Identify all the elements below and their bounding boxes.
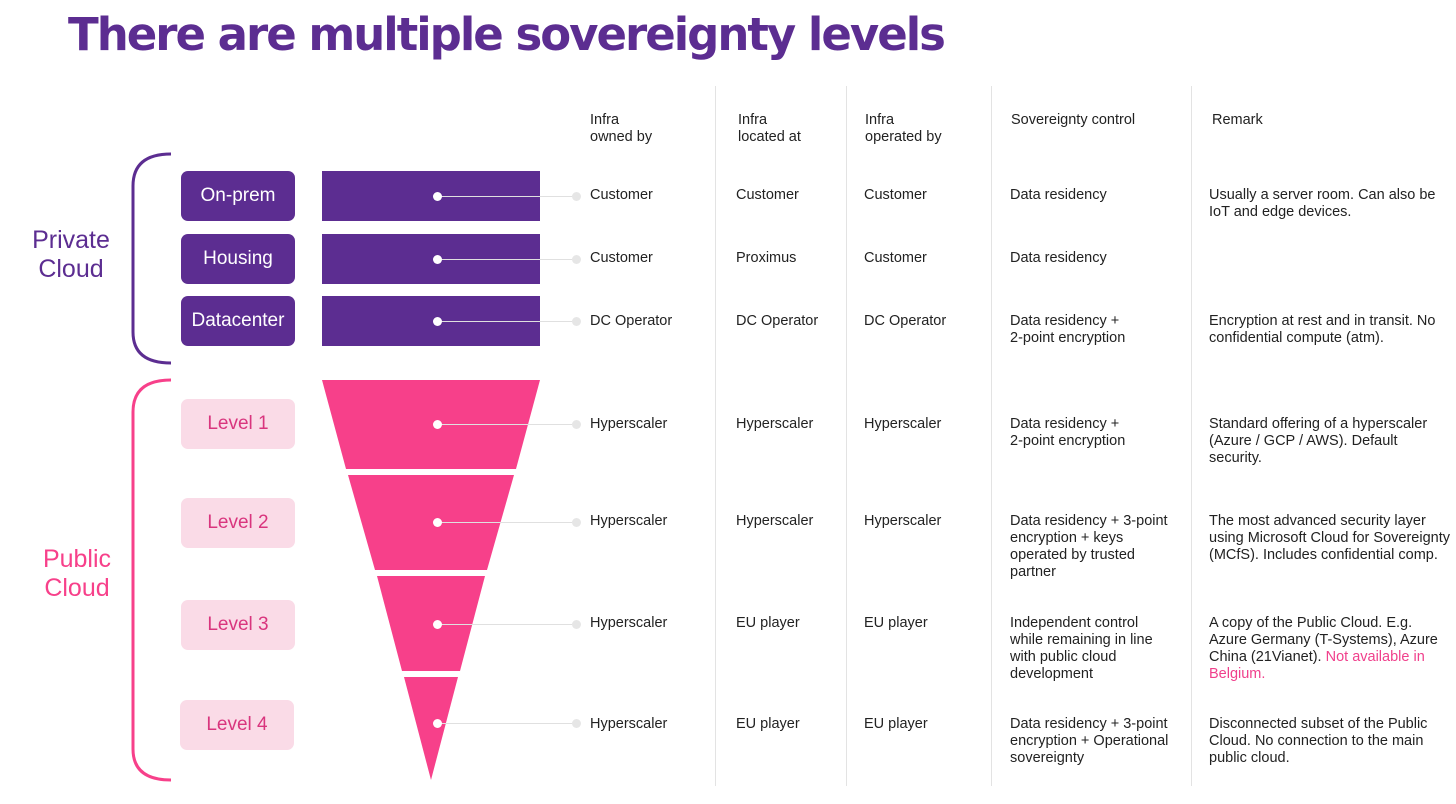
cell-remark: Disconnected subset of the Public Cloud.… bbox=[1209, 716, 1453, 767]
cell-remark: Standard offering of a hyperscaler (Azur… bbox=[1209, 416, 1453, 467]
cell-sovereignty-control: Data residency + 3-point encryption + Op… bbox=[1010, 716, 1169, 766]
remark-text: The most advanced security layer using M… bbox=[1209, 513, 1450, 563]
funnel-level-3 bbox=[377, 576, 485, 671]
header-remark: Remark bbox=[1212, 112, 1263, 128]
level-button-level-2[interactable]: Level 2 bbox=[181, 498, 295, 548]
connector-end-dot bbox=[572, 518, 581, 527]
remark-text: Disconnected subset of the Public Cloud.… bbox=[1209, 716, 1428, 766]
level-button-level-3[interactable]: Level 3 bbox=[181, 600, 295, 650]
cell-sovereignty-control: Data residency bbox=[1010, 250, 1107, 266]
cell-owned-by: Hyperscaler bbox=[590, 416, 668, 432]
cell-located-at: Hyperscaler bbox=[736, 513, 814, 529]
cell-sovereignty-control: Data residency + 2-point encryption bbox=[1010, 313, 1126, 346]
connector-dot bbox=[433, 192, 442, 201]
public-cloud-bracket bbox=[131, 378, 172, 782]
cell-remark: The most advanced security layer using M… bbox=[1209, 513, 1453, 564]
column-divider bbox=[715, 86, 716, 786]
cell-owned-by: Hyperscaler bbox=[590, 716, 668, 732]
row-connector bbox=[437, 723, 576, 724]
connector-dot bbox=[433, 620, 442, 629]
cell-owned-by: Hyperscaler bbox=[590, 615, 668, 631]
cell-sovereignty-control: Data residency bbox=[1010, 187, 1107, 203]
cell-located-at: EU player bbox=[736, 716, 800, 732]
remark-text: Usually a server room. Can also be IoT a… bbox=[1209, 187, 1436, 220]
connector-dot bbox=[433, 719, 442, 728]
column-divider bbox=[1191, 86, 1192, 786]
cell-operated-by: Hyperscaler bbox=[864, 513, 942, 529]
cell-located-at: DC Operator bbox=[736, 313, 819, 329]
connector-dot bbox=[433, 518, 442, 527]
private-cloud-bracket bbox=[131, 152, 172, 365]
header-located-at: Infra located at bbox=[738, 112, 801, 145]
connector-end-dot bbox=[572, 192, 581, 201]
cell-operated-by: Customer bbox=[864, 250, 927, 266]
cell-operated-by: DC Operator bbox=[864, 313, 947, 329]
column-divider bbox=[846, 86, 847, 786]
cell-sovereignty-control: Data residency + 3-point encryption + ke… bbox=[1010, 513, 1168, 580]
level-button-level-1[interactable]: Level 1 bbox=[181, 399, 295, 449]
level-button-level-4[interactable]: Level 4 bbox=[180, 700, 294, 750]
header-owned-by: Infra owned by bbox=[590, 112, 653, 145]
connector-dot bbox=[433, 420, 442, 429]
cell-owned-by: DC Operator bbox=[590, 313, 673, 329]
row-connector bbox=[437, 259, 576, 260]
cell-sovereignty-control: Independent control while remaining in l… bbox=[1010, 615, 1153, 682]
remark-text: A copy of the Public Cloud. E.g. Azure G… bbox=[1209, 615, 1438, 665]
header-sovereignty-control: Sovereignty control bbox=[1011, 112, 1136, 128]
cell-located-at: Proximus bbox=[736, 250, 797, 266]
public-cloud-label: Public Cloud bbox=[42, 545, 112, 602]
cell-located-at: EU player bbox=[736, 615, 800, 631]
level-button-housing[interactable]: Housing bbox=[181, 234, 295, 284]
row-connector bbox=[437, 424, 576, 425]
cell-owned-by: Customer bbox=[590, 250, 653, 266]
row-connector bbox=[437, 321, 576, 322]
level-button-on-prem[interactable]: On-prem bbox=[181, 171, 295, 221]
remark-highlight: Not available in Belgium. bbox=[1209, 649, 1425, 682]
connector-end-dot bbox=[572, 620, 581, 629]
cell-owned-by: Hyperscaler bbox=[590, 513, 668, 529]
connector-end-dot bbox=[572, 317, 581, 326]
remark-text: Standard offering of a hyperscaler (Azur… bbox=[1209, 416, 1428, 466]
row-connector bbox=[437, 522, 576, 523]
remark-text: Encryption at rest and in transit. No co… bbox=[1209, 313, 1436, 346]
connector-end-dot bbox=[572, 255, 581, 264]
cell-operated-by: Hyperscaler bbox=[864, 416, 942, 432]
cell-operated-by: EU player bbox=[864, 615, 928, 631]
row-connector bbox=[437, 196, 576, 197]
funnel-level-2 bbox=[348, 475, 514, 570]
page-title: There are multiple sovereignty levels bbox=[68, 8, 946, 61]
column-divider bbox=[991, 86, 992, 786]
cell-remark: Encryption at rest and in transit. No co… bbox=[1209, 313, 1453, 347]
connector-dot bbox=[433, 317, 442, 326]
cell-operated-by: Customer bbox=[864, 187, 927, 203]
cell-owned-by: Customer bbox=[590, 187, 653, 203]
header-operated-by: Infra operated by bbox=[865, 112, 942, 145]
cell-remark: A copy of the Public Cloud. E.g. Azure G… bbox=[1209, 615, 1453, 683]
cell-remark: Usually a server room. Can also be IoT a… bbox=[1209, 187, 1453, 221]
connector-dot bbox=[433, 255, 442, 264]
cell-sovereignty-control: Data residency + 2-point encryption bbox=[1010, 416, 1126, 449]
row-connector bbox=[437, 624, 576, 625]
connector-end-dot bbox=[572, 719, 581, 728]
connector-end-dot bbox=[572, 420, 581, 429]
funnel-level-4 bbox=[404, 677, 458, 780]
level-button-datacenter[interactable]: Datacenter bbox=[181, 296, 295, 346]
cell-operated-by: EU player bbox=[864, 716, 928, 732]
cell-located-at: Customer bbox=[736, 187, 799, 203]
private-cloud-label: Private Cloud bbox=[32, 226, 110, 283]
funnel-level-1 bbox=[322, 380, 540, 469]
cell-located-at: Hyperscaler bbox=[736, 416, 814, 432]
